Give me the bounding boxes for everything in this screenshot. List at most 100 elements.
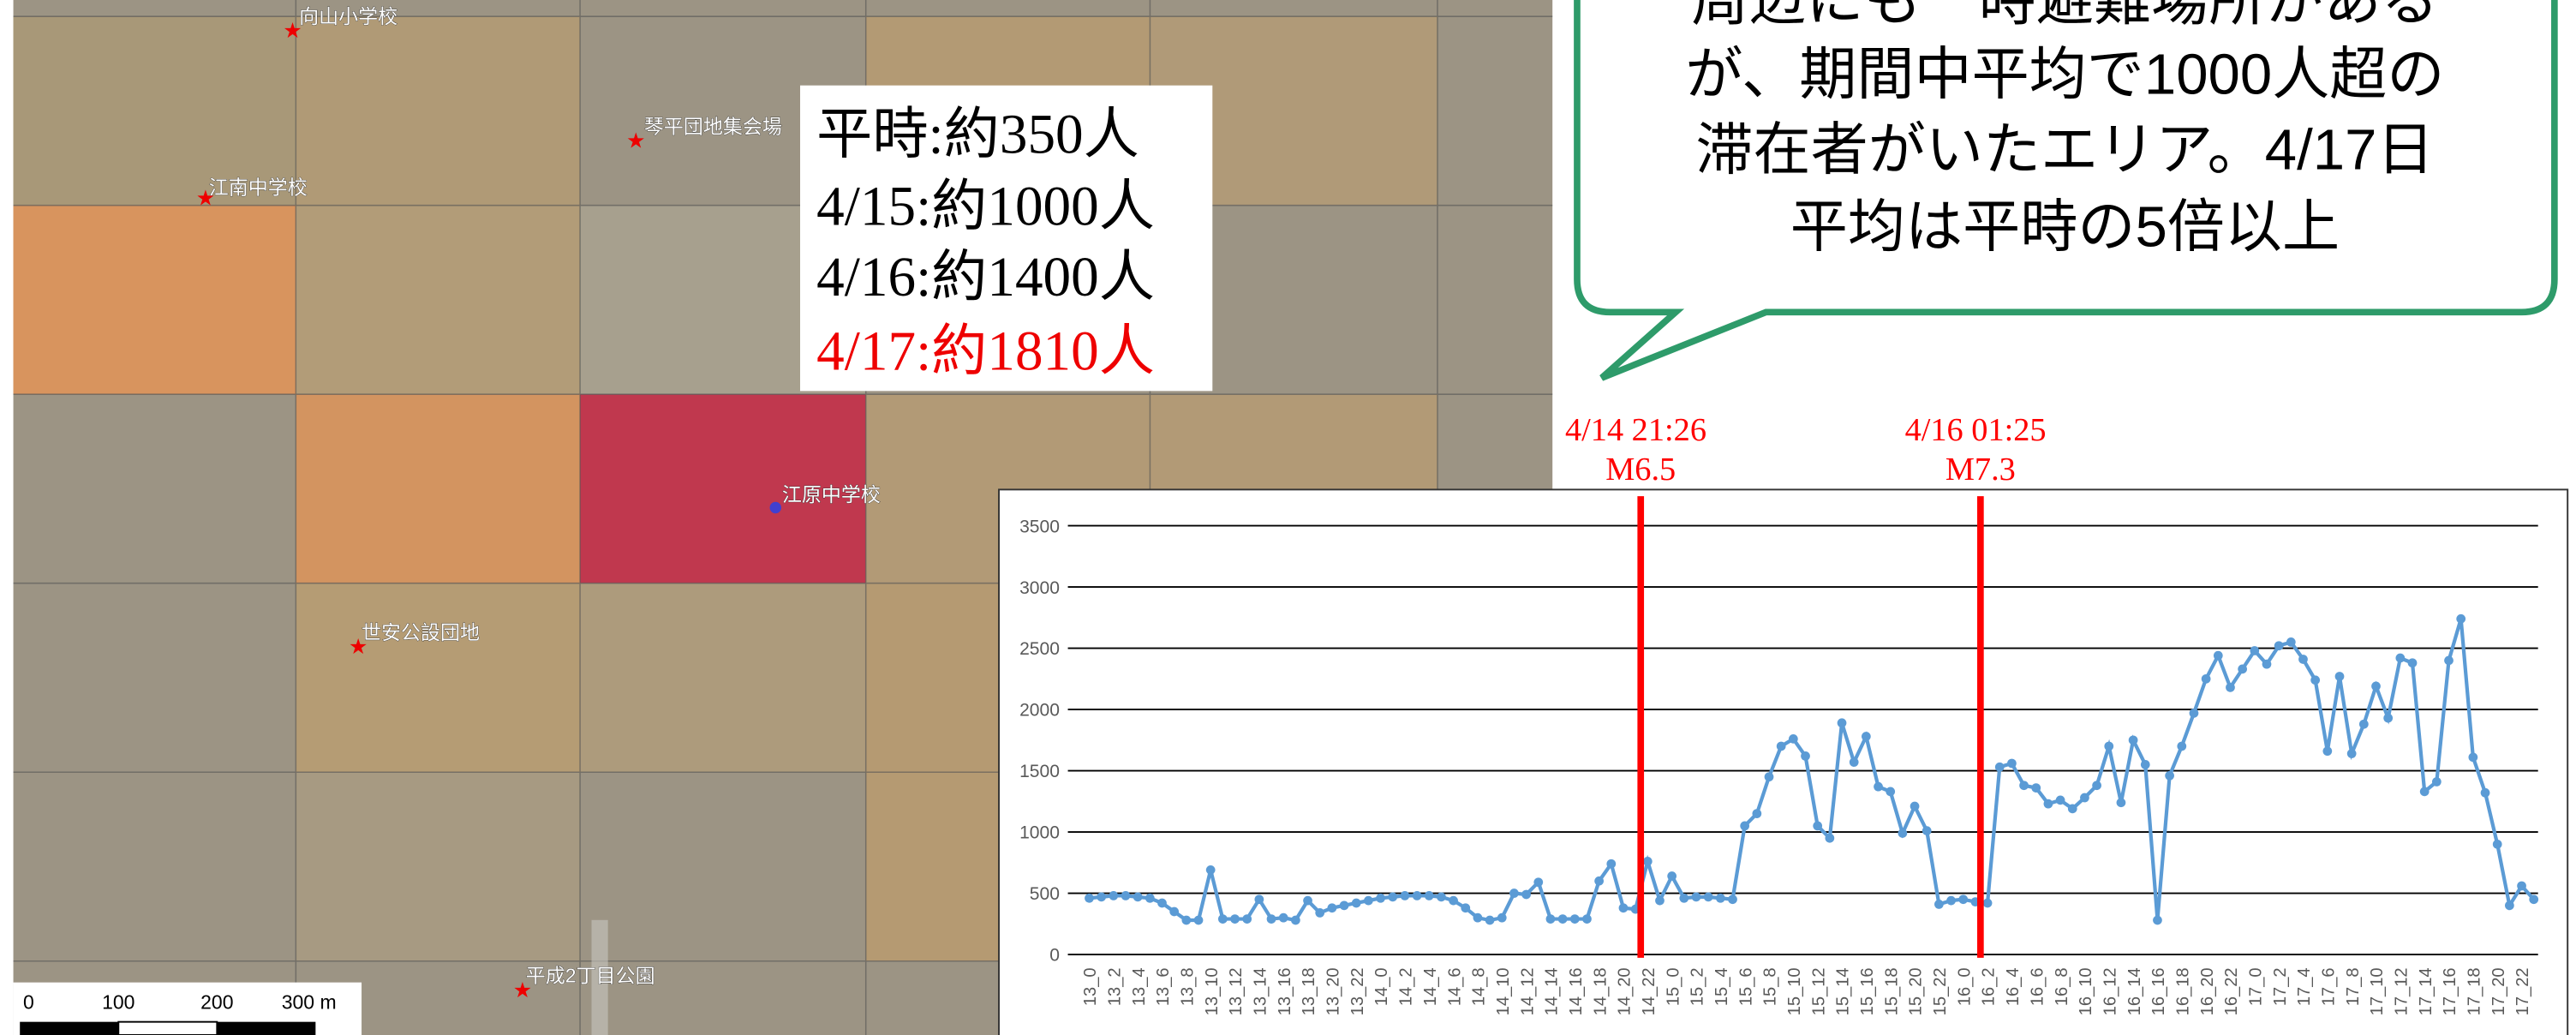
data-point: [1133, 892, 1143, 901]
data-point: [2190, 709, 2199, 718]
event-magnitude: M6.5: [1605, 452, 1676, 488]
y-tick-label: 3000: [1019, 578, 1060, 598]
data-point: [1777, 742, 1786, 751]
data-point: [1097, 892, 1106, 901]
data-point: [1910, 802, 1920, 811]
data-point: [1582, 914, 1592, 924]
slide: 平時:約350人 4/15:約1000人 4/16:約1400人 4/17:約1…: [0, 0, 2576, 1035]
data-point: [1509, 888, 1519, 898]
stat-line: 4/16:約1400人: [816, 247, 1155, 308]
data-point: [2359, 720, 2369, 729]
marker: [770, 502, 781, 513]
data-point: [2068, 805, 2077, 814]
data-point: [1194, 916, 1204, 925]
data-point: [1413, 891, 1422, 900]
x-tick-label: 15_6: [1736, 967, 1755, 1006]
data-point: [2322, 746, 2332, 756]
data-point: [1533, 877, 1543, 887]
x-tick-label: 14_22: [1640, 967, 1659, 1015]
data-point: [2238, 665, 2247, 674]
event-time: 4/14 21:26: [1565, 412, 1706, 448]
event-time: 4/16 01:25: [1905, 412, 2047, 448]
x-tick-label: 15_16: [1858, 967, 1877, 1015]
stat-line: 4/17:約1810人: [816, 320, 1155, 382]
x-tick-label: 15_14: [1834, 967, 1853, 1015]
scale-label: 200: [200, 990, 233, 1013]
data-point: [2177, 742, 2186, 751]
x-tick-label: 15_2: [1688, 967, 1707, 1006]
data-point: [1279, 913, 1288, 923]
x-tick-label: 16_18: [2173, 967, 2192, 1015]
data-point: [2505, 900, 2514, 910]
y-tick-label: 1500: [1019, 762, 1060, 781]
data-point: [1789, 734, 1798, 744]
x-tick-label: 14_12: [1518, 967, 1537, 1015]
data-point: [2517, 882, 2526, 891]
data-point: [1934, 900, 1944, 909]
data-point: [1364, 896, 1373, 906]
x-tick-label: 13_16: [1276, 967, 1294, 1015]
x-tick-label: 16_0: [1955, 967, 1974, 1006]
x-tick-label: 14_14: [1543, 967, 1562, 1015]
data-point: [1352, 899, 1361, 908]
data-point: [2481, 788, 2490, 798]
data-point: [1121, 891, 1131, 900]
data-point: [1995, 763, 2005, 772]
data-point: [1619, 903, 1629, 912]
x-tick-label: 16_8: [2053, 967, 2071, 1006]
data-point: [2141, 760, 2150, 769]
data-point: [1267, 914, 1276, 924]
y-tick-label: 2500: [1019, 639, 1060, 659]
data-point: [2383, 714, 2393, 723]
data-point: [1485, 916, 1495, 925]
data-point: [1157, 899, 1167, 908]
map-label: 江原中学校: [782, 483, 881, 506]
data-point: [1862, 732, 1871, 741]
scale-bar: [20, 1022, 118, 1035]
data-point: [1449, 896, 1458, 906]
data-point: [2165, 771, 2174, 781]
data-point: [2104, 742, 2113, 751]
data-point: [2469, 752, 2478, 762]
x-tick-label: 15_22: [1931, 967, 1950, 1015]
data-point: [1218, 914, 1228, 924]
x-tick-label: 17_16: [2441, 967, 2459, 1015]
data-point: [1740, 822, 1749, 831]
data-point: [1425, 891, 1434, 900]
x-tick-label: 17_8: [2344, 967, 2363, 1006]
data-point: [1922, 826, 1932, 835]
x-tick-label: 14_4: [1421, 967, 1440, 1006]
data-point: [1606, 859, 1616, 869]
data-point: [1388, 892, 1397, 901]
x-tick-label: 16_4: [2004, 967, 2023, 1006]
data-point: [1728, 894, 1737, 904]
x-tick-label: 17_12: [2393, 967, 2412, 1015]
data-point: [2432, 777, 2442, 787]
data-point: [1230, 914, 1240, 924]
x-tick-label: 13_18: [1300, 967, 1318, 1015]
data-point: [2395, 654, 2405, 663]
y-tick-label: 3500: [1019, 517, 1060, 536]
data-point: [1558, 914, 1568, 924]
y-tick-label: 500: [1030, 884, 1060, 904]
data-point: [1303, 896, 1312, 906]
data-point: [2129, 735, 2138, 745]
stat-line: 平時:約350人: [816, 104, 1139, 165]
x-tick-label: 16_20: [2198, 967, 2217, 1015]
data-point: [1752, 809, 1761, 818]
data-point: [2153, 916, 2162, 925]
data-point: [1655, 896, 1665, 906]
x-tick-label: 14_6: [1445, 967, 1464, 1006]
data-point: [2007, 759, 2017, 769]
data-point: [1692, 892, 1701, 901]
data-point: [1254, 894, 1264, 904]
data-point: [1181, 916, 1191, 925]
data-point: [1328, 903, 1337, 912]
data-point: [2250, 646, 2259, 655]
y-tick-label: 0: [1049, 946, 1060, 966]
data-point: [1521, 890, 1531, 900]
x-tick-label: 17_18: [2465, 967, 2484, 1015]
data-point: [1898, 829, 1908, 838]
data-point: [1437, 892, 1446, 901]
data-point: [1667, 871, 1676, 881]
